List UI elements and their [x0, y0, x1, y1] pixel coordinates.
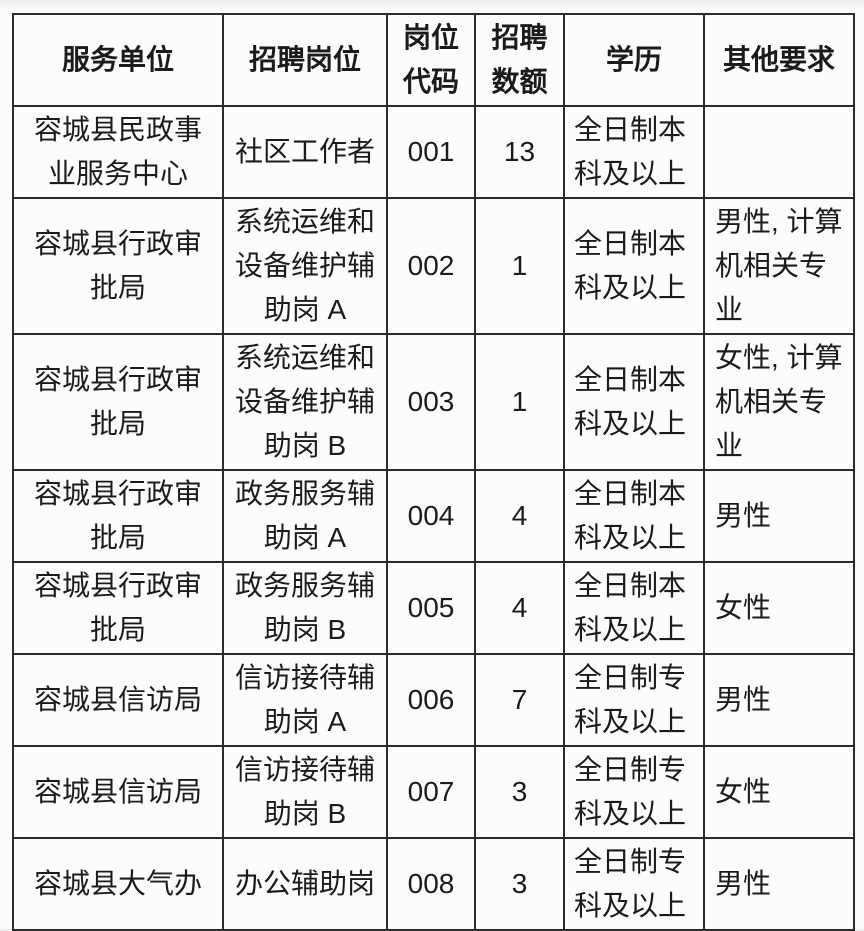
cell-unit: 容城县大气办	[12, 837, 224, 931]
cell-other: 男性	[703, 653, 855, 747]
cell-unit: 容城县行政审 批局	[12, 197, 224, 335]
cell-unit: 容城县行政审 批局	[12, 333, 224, 471]
column-header-education: 学历	[563, 13, 705, 107]
cell-code: 007	[386, 745, 476, 839]
cell-code: 001	[386, 105, 476, 199]
cell-education: 全日制本 科及以上	[563, 561, 705, 655]
table-row: 容城县行政审 批局 系统运维和 设备维护辅 助岗 A 002 1 全日制本 科及…	[12, 197, 855, 335]
cell-unit: 容城县民政事 业服务中心	[12, 105, 224, 199]
cell-education: 全日制本 科及以上	[563, 197, 705, 335]
column-header-position: 招聘岗位	[222, 13, 388, 107]
column-header-other: 其他要求	[703, 13, 855, 107]
table-row: 容城县行政审 批局 政务服务辅 助岗 B 005 4 全日制本 科及以上 女性	[12, 561, 855, 655]
header-row: 服务单位 招聘岗位 岗位 代码 招聘 数额 学历 其他要求	[12, 13, 855, 107]
cell-quota: 1	[474, 197, 565, 335]
cell-code: 008	[386, 837, 476, 931]
cell-position: 信访接待辅 助岗 B	[222, 745, 388, 839]
cell-position: 政务服务辅 助岗 A	[222, 469, 388, 563]
cell-code: 004	[386, 469, 476, 563]
cell-quota: 3	[474, 837, 565, 931]
cell-education: 全日制本 科及以上	[563, 333, 705, 471]
cell-other: 男性, 计算 机相关专 业	[703, 197, 855, 335]
column-header-quota: 招聘 数额	[474, 13, 565, 107]
cell-unit: 容城县行政审 批局	[12, 561, 224, 655]
cell-quota: 13	[474, 105, 565, 199]
cell-other: 女性, 计算 机相关专 业	[703, 333, 855, 471]
cell-education: 全日制本 科及以上	[563, 105, 705, 199]
cell-other: 女性	[703, 561, 855, 655]
table-row: 容城县信访局 信访接待辅 助岗 A 006 7 全日制专 科及以上 男性	[12, 653, 855, 747]
cell-other: 男性	[703, 469, 855, 563]
cell-position: 系统运维和 设备维护辅 助岗 A	[222, 197, 388, 335]
recruitment-table: 服务单位 招聘岗位 岗位 代码 招聘 数额 学历 其他要求 容城县民政事 业服务…	[12, 13, 855, 931]
column-header-unit: 服务单位	[12, 13, 224, 107]
cell-quota: 4	[474, 561, 565, 655]
cell-education: 全日制专 科及以上	[563, 653, 705, 747]
column-header-code: 岗位 代码	[386, 13, 476, 107]
cell-other	[703, 105, 855, 199]
cell-position: 社区工作者	[222, 105, 388, 199]
cell-education: 全日制专 科及以上	[563, 745, 705, 839]
table-row: 容城县信访局 信访接待辅 助岗 B 007 3 全日制专 科及以上 女性	[12, 745, 855, 839]
cell-position: 信访接待辅 助岗 A	[222, 653, 388, 747]
table-row: 容城县行政审 批局 政务服务辅 助岗 A 004 4 全日制本 科及以上 男性	[12, 469, 855, 563]
cell-code: 003	[386, 333, 476, 471]
cell-position: 办公辅助岗	[222, 837, 388, 931]
cell-education: 全日制本 科及以上	[563, 469, 705, 563]
cell-education: 全日制专 科及以上	[563, 837, 705, 931]
cell-position: 政务服务辅 助岗 B	[222, 561, 388, 655]
cell-position: 系统运维和 设备维护辅 助岗 B	[222, 333, 388, 471]
table-row: 容城县大气办 办公辅助岗 008 3 全日制专 科及以上 男性	[12, 837, 855, 931]
cell-quota: 1	[474, 333, 565, 471]
cell-code: 002	[386, 197, 476, 335]
cell-unit: 容城县行政审 批局	[12, 469, 224, 563]
cell-code: 005	[386, 561, 476, 655]
cell-other: 女性	[703, 745, 855, 839]
cell-other: 男性	[703, 837, 855, 931]
cell-code: 006	[386, 653, 476, 747]
table-row: 容城县民政事 业服务中心 社区工作者 001 13 全日制本 科及以上	[12, 105, 855, 199]
cell-unit: 容城县信访局	[12, 745, 224, 839]
cell-quota: 7	[474, 653, 565, 747]
cell-quota: 4	[474, 469, 565, 563]
table-row: 容城县行政审 批局 系统运维和 设备维护辅 助岗 B 003 1 全日制本 科及…	[12, 333, 855, 471]
cell-unit: 容城县信访局	[12, 653, 224, 747]
cell-quota: 3	[474, 745, 565, 839]
